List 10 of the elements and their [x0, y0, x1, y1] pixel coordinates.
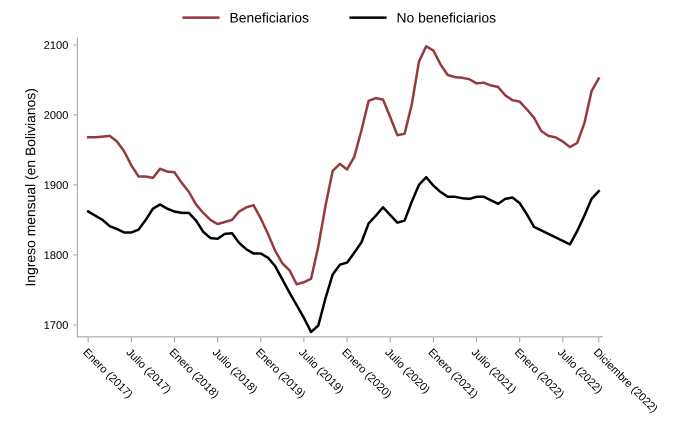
y-tick-label: 1700	[44, 321, 68, 330]
legend-label: No beneficiarios	[398, 12, 496, 23]
y-tick-label: 1800	[44, 251, 68, 260]
legend-label: Beneficiarios	[230, 12, 308, 23]
y-tick-label: 2000	[44, 111, 68, 120]
y-tick-label: 1900	[44, 181, 68, 190]
y-axis-title: Ingreso mensual (en Bolivianos)	[25, 89, 38, 286]
line-series	[86, 45, 600, 286]
y-tick-label: 2100	[44, 41, 68, 50]
line-series	[86, 176, 600, 334]
